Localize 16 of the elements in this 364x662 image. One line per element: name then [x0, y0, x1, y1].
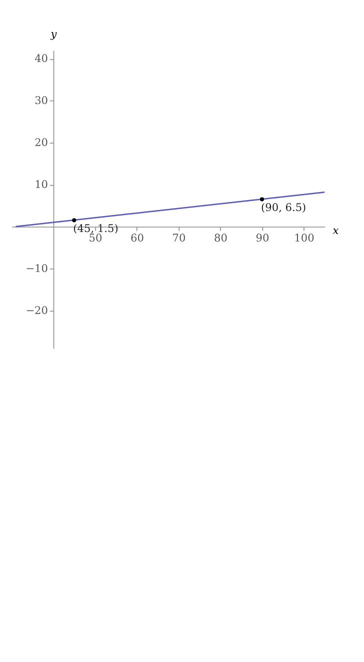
x-tick-label: 100: [294, 232, 315, 244]
x-tick-label: 50: [88, 232, 102, 244]
x-tick-label: 90: [256, 232, 270, 244]
y-tick-label: 20: [34, 137, 48, 150]
x-tick-label: 70: [172, 232, 186, 244]
y-tick-label: 10: [34, 178, 48, 191]
x-tick-label: 80: [214, 232, 228, 244]
annotation: (90, 6.5): [261, 202, 306, 214]
y-tick-label: −10: [26, 262, 48, 275]
annotation: (45, 1.5): [73, 222, 118, 235]
y-axis-title: y: [50, 28, 58, 40]
y-tick-label: 30: [34, 95, 48, 108]
x-tick-label: 60: [130, 232, 144, 244]
x-axis-title: x: [332, 224, 339, 237]
y-tick-label: −20: [26, 304, 48, 317]
y-tick-label: 40: [34, 53, 48, 66]
